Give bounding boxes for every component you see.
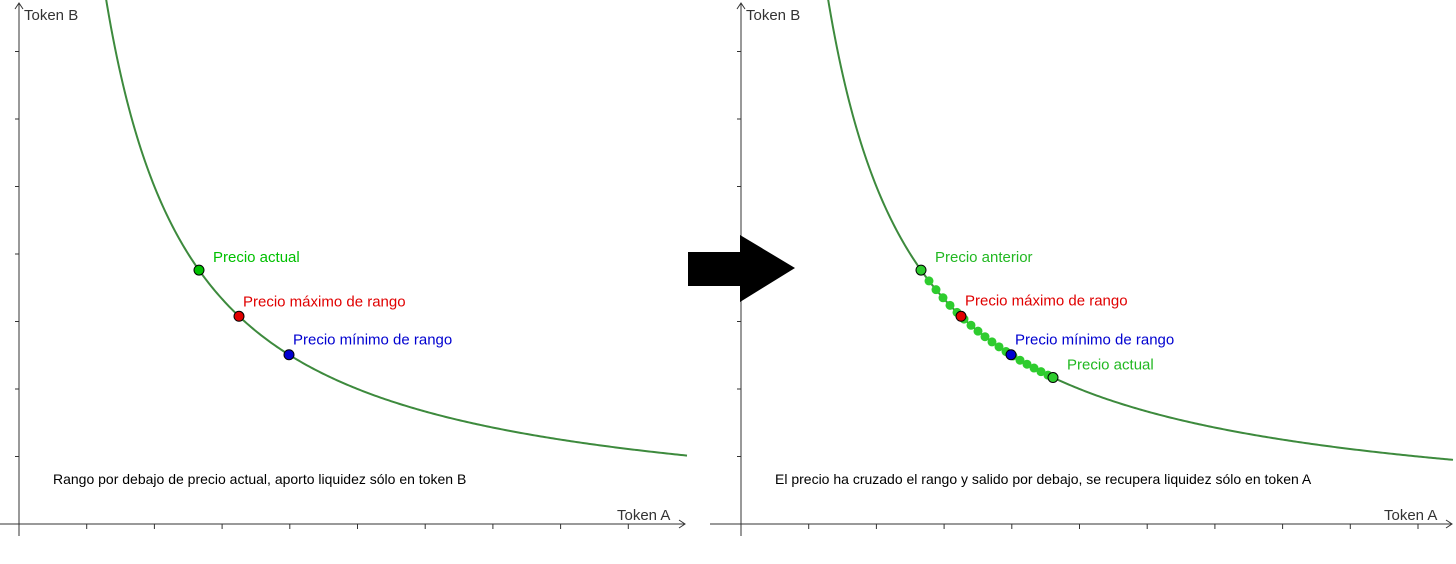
y-axis-arrow bbox=[14, 2, 24, 10]
point-label: Precio mínimo de rango bbox=[1015, 332, 1174, 349]
point bbox=[955, 310, 967, 322]
trail-dot bbox=[987, 337, 997, 347]
point bbox=[283, 349, 295, 361]
trail-dot bbox=[938, 293, 948, 303]
point-label: Precio máximo de rango bbox=[243, 293, 406, 310]
point bbox=[915, 264, 927, 276]
trail-dot bbox=[1029, 363, 1039, 373]
point bbox=[1005, 349, 1017, 361]
trail-dot bbox=[980, 332, 990, 342]
point bbox=[193, 264, 205, 276]
point-label: Precio máximo de rango bbox=[965, 292, 1128, 309]
panel-left: Token B Token A Precio actual Precio máximo… bbox=[0, 0, 688, 536]
trail-dot bbox=[966, 320, 976, 330]
y-axis-arrow bbox=[736, 2, 746, 10]
curve bbox=[827, 0, 1454, 461]
trail-dot bbox=[1022, 359, 1032, 369]
trail-dot bbox=[924, 276, 934, 286]
y-axis-label: Token B bbox=[24, 7, 78, 24]
caption: El precio ha cruzado el rango y salido p… bbox=[775, 471, 1312, 487]
trail-dot bbox=[931, 285, 941, 295]
x-axis-label: Token A bbox=[1384, 507, 1437, 524]
point-label: Precio actual bbox=[213, 249, 300, 266]
caption: Rango por debajo de precio actual, aport… bbox=[53, 471, 466, 487]
x-axis-arrow bbox=[678, 519, 686, 529]
arrow bbox=[688, 235, 795, 302]
point bbox=[1047, 372, 1059, 384]
panel-right: Token B Token A Precio anterior Precio máxi… bbox=[710, 0, 1454, 536]
point bbox=[233, 310, 245, 322]
y-axis-label: Token B bbox=[746, 7, 800, 24]
trail-dot bbox=[945, 300, 955, 310]
point-label: Precio actual bbox=[1067, 357, 1154, 374]
x-axis-arrow bbox=[1445, 519, 1453, 529]
curve bbox=[105, 0, 688, 457]
trail-dot bbox=[1015, 355, 1025, 365]
trail-dot bbox=[973, 326, 983, 336]
trail-dot bbox=[1036, 367, 1046, 377]
point-label: Precio anterior bbox=[935, 249, 1033, 266]
trail-dot bbox=[994, 342, 1004, 352]
x-axis-label: Token A bbox=[617, 507, 670, 524]
point-label: Precio mínimo de rango bbox=[293, 332, 452, 349]
